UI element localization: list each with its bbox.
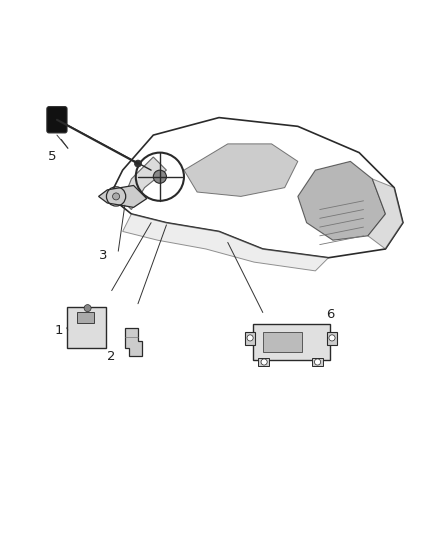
Circle shape (134, 160, 141, 167)
FancyBboxPatch shape (253, 324, 330, 360)
Circle shape (84, 304, 91, 312)
Text: 2: 2 (107, 350, 116, 363)
Bar (312, 358, 323, 366)
Circle shape (247, 335, 253, 341)
Polygon shape (368, 179, 403, 249)
FancyBboxPatch shape (67, 307, 106, 349)
Polygon shape (123, 214, 328, 271)
Polygon shape (184, 144, 298, 197)
Circle shape (314, 359, 321, 365)
Polygon shape (298, 161, 385, 240)
Polygon shape (123, 157, 166, 209)
Text: 1: 1 (55, 324, 64, 336)
Bar (77, 312, 94, 324)
Circle shape (329, 335, 335, 341)
Polygon shape (125, 328, 142, 356)
Text: 3: 3 (99, 249, 107, 262)
Text: 6: 6 (326, 308, 335, 321)
FancyBboxPatch shape (47, 107, 67, 133)
Bar (258, 358, 269, 366)
Text: 5: 5 (48, 150, 57, 164)
Circle shape (261, 359, 267, 365)
Circle shape (153, 170, 166, 183)
Bar (263, 332, 302, 352)
Bar (327, 332, 337, 345)
Circle shape (113, 193, 120, 200)
Bar (245, 332, 255, 345)
Polygon shape (99, 185, 147, 207)
